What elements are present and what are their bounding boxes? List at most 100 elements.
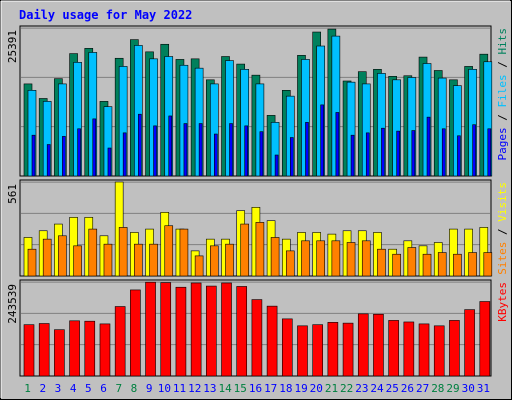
- bar-sites-day-4: [73, 245, 82, 277]
- bar-sites-day-17: [270, 237, 280, 277]
- legend-kbytes: KBytes: [496, 282, 509, 322]
- bar-kbytes-day-17: [266, 305, 278, 377]
- bar-sites-day-22: [346, 242, 356, 277]
- legend-sites: Sites: [496, 242, 509, 275]
- bar-kbytes-day-27: [418, 323, 430, 377]
- bar-kbytes-day-6: [99, 323, 111, 377]
- bar-pages-day-4: [77, 128, 81, 177]
- bar-pages-day-8: [138, 113, 142, 177]
- day-label-19: 19: [294, 382, 307, 395]
- bar-pages-day-12: [198, 123, 203, 177]
- bar-sites-day-2: [42, 238, 52, 277]
- bar-pages-day-27: [426, 116, 431, 177]
- bar-pages-day-24: [381, 127, 385, 177]
- day-label-31: 31: [477, 382, 490, 395]
- bar-pages-day-25: [396, 130, 400, 177]
- bar-sites-day-24: [377, 248, 386, 277]
- day-label-18: 18: [279, 382, 292, 395]
- chart-title: Daily usage for May 2022: [19, 8, 192, 22]
- hits-files-pages-panel: 25391 Pages / Files / Hits: [6, 25, 509, 177]
- bar-kbytes-day-26: [403, 321, 415, 377]
- bar-pages-day-31: [487, 128, 492, 177]
- day-label-30: 30: [462, 382, 475, 395]
- bar-sites-day-19: [301, 240, 310, 277]
- bar-sites-day-11: [179, 228, 189, 277]
- legend-pages: Pages: [496, 127, 509, 160]
- bar-pages-day-16: [259, 131, 264, 177]
- bar-sites-day-27: [422, 253, 432, 277]
- bar-kbytes-day-7: [114, 306, 126, 377]
- day-label-13: 13: [203, 382, 216, 395]
- bar-kbytes-day-16: [251, 299, 263, 377]
- day-label-8: 8: [131, 382, 138, 395]
- day-label-23: 23: [355, 382, 368, 395]
- bar-sites-day-3: [58, 235, 67, 277]
- bar-pages-day-2: [46, 144, 51, 177]
- legend-files: Files: [496, 74, 509, 107]
- day-label-1: 1: [24, 382, 31, 395]
- day-label-3: 3: [55, 382, 62, 395]
- bar-sites-day-10: [164, 225, 174, 277]
- bar-sites-day-20: [316, 240, 325, 277]
- day-label-25: 25: [386, 382, 399, 395]
- bar-kbytes-day-9: [145, 281, 156, 377]
- bar-pages-day-15: [244, 125, 249, 177]
- legend-sep2: /: [496, 55, 509, 75]
- bar-kbytes-day-2: [38, 323, 50, 377]
- day-label-27: 27: [416, 382, 429, 395]
- bar-pages-day-17: [274, 154, 279, 177]
- bar-kbytes-day-11: [175, 286, 187, 377]
- bar-pages-day-18: [289, 137, 294, 177]
- bar-sites-day-13: [210, 245, 219, 277]
- bar-sites-day-21: [331, 240, 341, 277]
- day-label-14: 14: [218, 382, 232, 395]
- day-label-24: 24: [370, 382, 384, 395]
- day-label-10: 10: [158, 382, 171, 395]
- bar-kbytes-day-30: [464, 309, 475, 377]
- bar-sites-day-7: [118, 227, 128, 277]
- bar-sites-day-30: [468, 252, 477, 277]
- day-label-15: 15: [234, 382, 247, 395]
- day-label-20: 20: [310, 382, 323, 395]
- bar-sites-day-6: [103, 243, 113, 277]
- bar-sites-day-23: [361, 240, 371, 277]
- bar-kbytes-day-22: [342, 322, 354, 377]
- bar-sites-day-14: [225, 243, 234, 277]
- day-label-7: 7: [115, 382, 122, 395]
- bar-kbytes-day-24: [373, 313, 384, 377]
- kbytes-panel: 243539 KBytes: [6, 279, 509, 377]
- bar-pages-day-6: [107, 147, 112, 177]
- bar-sites-day-9: [149, 243, 158, 277]
- bar-pages-day-5: [92, 118, 97, 177]
- bar-kbytes-day-19: [297, 325, 308, 377]
- bar-kbytes-day-18: [281, 318, 293, 377]
- bar-sites-day-31: [483, 252, 493, 277]
- day-label-26: 26: [401, 382, 414, 395]
- day-label-6: 6: [100, 382, 107, 395]
- bar-pages-day-21: [335, 112, 340, 177]
- bar-pages-day-19: [305, 122, 309, 177]
- kbytes-legend: KBytes: [496, 282, 509, 322]
- legend-visits: Visits: [496, 182, 509, 222]
- bar-sites-day-12: [194, 255, 204, 277]
- bar-kbytes-day-1: [23, 324, 35, 377]
- legend-sep: /: [496, 222, 509, 242]
- bar-kbytes-day-10: [160, 282, 172, 377]
- bar-pages-day-28: [441, 128, 446, 177]
- bar-pages-day-23: [365, 132, 370, 177]
- bar-pages-day-22: [350, 134, 355, 177]
- bar-kbytes-day-21: [327, 322, 339, 377]
- bar-sites-day-16: [255, 222, 265, 277]
- bar-kbytes-day-28: [433, 325, 445, 377]
- bar-sites-day-18: [285, 250, 295, 277]
- bar-pages-day-26: [411, 130, 416, 177]
- bar-kbytes-day-15: [236, 286, 248, 377]
- bar-kbytes-day-20: [312, 324, 323, 377]
- bar-pages-day-3: [62, 136, 66, 177]
- bar-sites-day-28: [437, 252, 447, 277]
- day-label-5: 5: [85, 382, 92, 395]
- day-label-12: 12: [188, 382, 201, 395]
- bar-sites-day-1: [27, 248, 37, 277]
